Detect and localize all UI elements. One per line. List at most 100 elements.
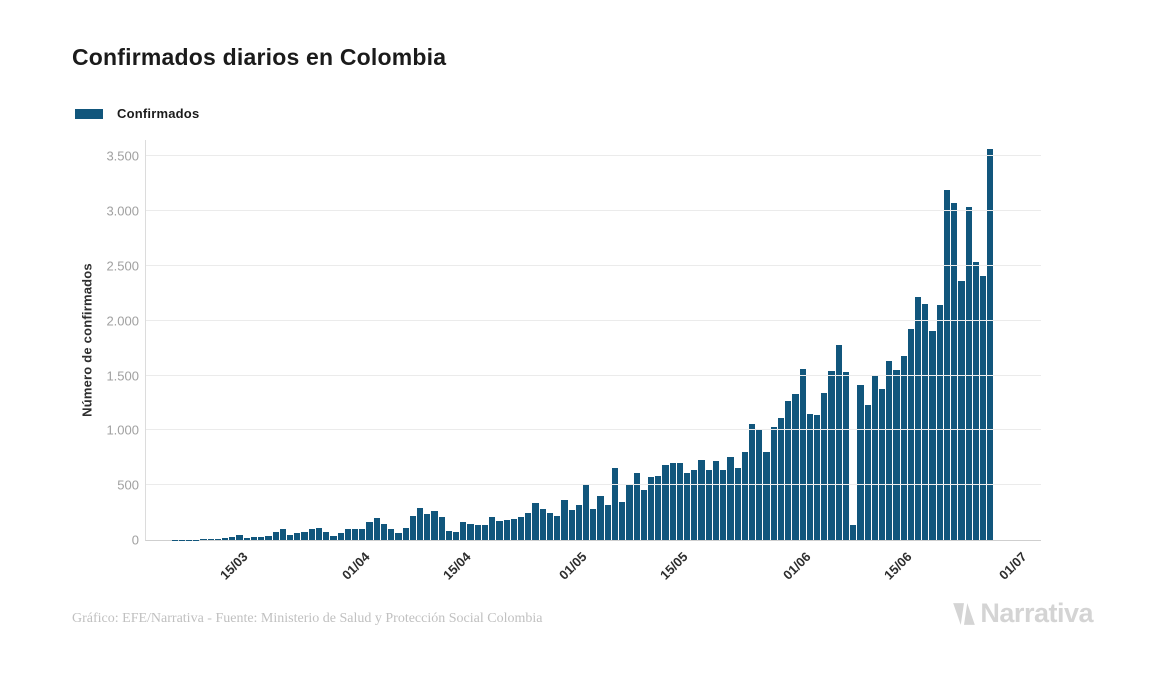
bar[interactable]: [525, 513, 532, 540]
bar[interactable]: [294, 533, 301, 540]
bar[interactable]: [734, 467, 741, 540]
legend[interactable]: Confirmados: [75, 106, 199, 121]
bar[interactable]: [590, 508, 597, 540]
bar[interactable]: [366, 522, 373, 540]
bar[interactable]: [777, 418, 785, 540]
bar[interactable]: [828, 371, 835, 540]
bar[interactable]: [987, 148, 994, 540]
bar[interactable]: [554, 515, 561, 540]
bar[interactable]: [655, 476, 662, 540]
bar[interactable]: [604, 504, 611, 540]
bar[interactable]: [647, 477, 655, 540]
bar[interactable]: [727, 456, 734, 540]
bar[interactable]: [915, 296, 922, 540]
bar[interactable]: [351, 528, 359, 540]
bar[interactable]: [749, 424, 756, 540]
bar[interactable]: [922, 303, 929, 540]
bar[interactable]: [373, 518, 380, 540]
bar[interactable]: [886, 361, 893, 540]
bar[interactable]: [691, 469, 698, 540]
bar[interactable]: [712, 460, 720, 540]
bar[interactable]: [402, 527, 409, 540]
bar[interactable]: [481, 524, 489, 540]
bar[interactable]: [741, 452, 748, 540]
bar[interactable]: [980, 276, 987, 540]
bar[interactable]: [662, 464, 669, 540]
bar[interactable]: [850, 525, 857, 540]
bar[interactable]: [250, 536, 258, 540]
bar[interactable]: [272, 531, 279, 540]
bar[interactable]: [445, 530, 453, 540]
bar[interactable]: [243, 537, 250, 540]
bar[interactable]: [929, 330, 936, 540]
bar[interactable]: [409, 515, 416, 540]
bar[interactable]: [265, 535, 272, 540]
bar[interactable]: [453, 531, 460, 540]
bar[interactable]: [633, 472, 640, 540]
bar[interactable]: [546, 513, 554, 540]
bar[interactable]: [799, 369, 806, 540]
bar[interactable]: [214, 539, 222, 540]
bar[interactable]: [611, 468, 619, 540]
bar[interactable]: [344, 529, 351, 540]
bar[interactable]: [936, 305, 943, 540]
bar[interactable]: [669, 463, 676, 540]
bar[interactable]: [489, 517, 496, 540]
bar[interactable]: [301, 531, 308, 540]
bar[interactable]: [705, 469, 712, 540]
bar[interactable]: [388, 529, 395, 540]
bar[interactable]: [424, 513, 431, 540]
bar[interactable]: [835, 344, 842, 540]
bar[interactable]: [951, 203, 958, 540]
bar[interactable]: [431, 511, 438, 540]
bar[interactable]: [792, 393, 799, 540]
bar[interactable]: [438, 516, 445, 540]
bar[interactable]: [943, 190, 951, 540]
bar[interactable]: [510, 519, 517, 540]
bar[interactable]: [395, 532, 402, 540]
bar[interactable]: [965, 207, 972, 540]
bar[interactable]: [626, 483, 633, 540]
bar[interactable]: [900, 356, 907, 540]
bar[interactable]: [207, 539, 214, 540]
bar[interactable]: [315, 527, 323, 540]
bar[interactable]: [864, 404, 871, 540]
bar[interactable]: [770, 426, 777, 540]
bar[interactable]: [698, 459, 705, 540]
bar[interactable]: [684, 473, 691, 540]
bar[interactable]: [907, 329, 915, 540]
bar[interactable]: [330, 535, 337, 540]
bar[interactable]: [878, 389, 886, 540]
bar[interactable]: [503, 520, 510, 540]
bar[interactable]: [380, 524, 388, 540]
bar[interactable]: [359, 528, 366, 540]
bar[interactable]: [323, 531, 330, 540]
bar[interactable]: [821, 392, 828, 540]
bar[interactable]: [893, 369, 900, 540]
bar[interactable]: [857, 384, 864, 540]
bar[interactable]: [640, 490, 647, 540]
bar[interactable]: [582, 484, 590, 540]
bar[interactable]: [575, 505, 582, 540]
bar[interactable]: [532, 503, 539, 540]
bar[interactable]: [806, 414, 813, 540]
bar[interactable]: [763, 452, 770, 540]
bar[interactable]: [785, 400, 792, 540]
bar[interactable]: [597, 496, 604, 540]
bar[interactable]: [279, 529, 286, 540]
bar[interactable]: [842, 372, 850, 540]
bar[interactable]: [258, 536, 265, 540]
bar[interactable]: [518, 516, 525, 540]
bar[interactable]: [676, 463, 684, 540]
bar[interactable]: [619, 502, 626, 540]
bar[interactable]: [496, 520, 503, 540]
bar[interactable]: [200, 539, 207, 540]
bar[interactable]: [308, 528, 315, 540]
bar[interactable]: [871, 375, 878, 540]
bar[interactable]: [561, 500, 568, 540]
bar[interactable]: [236, 535, 243, 540]
bar[interactable]: [287, 535, 294, 540]
bar[interactable]: [416, 508, 424, 540]
bar[interactable]: [720, 469, 727, 540]
bar[interactable]: [222, 538, 229, 540]
